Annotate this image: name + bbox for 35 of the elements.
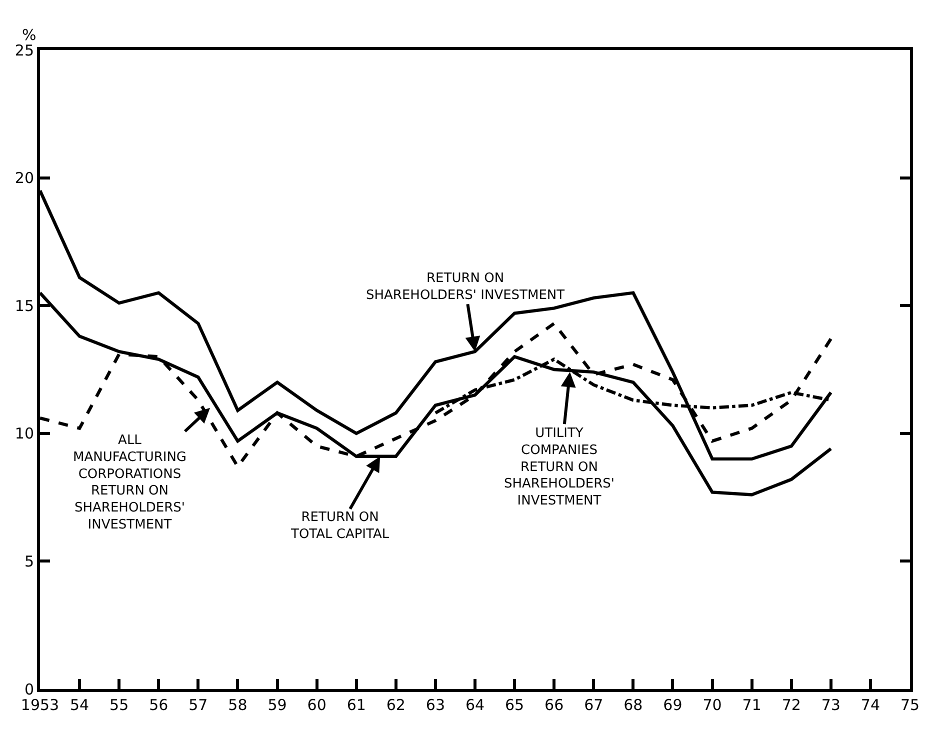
x-tick-label: 60 <box>307 696 326 714</box>
y-axis-title: % <box>22 26 36 44</box>
x-tick-label: 72 <box>782 696 801 714</box>
x-tick-label: 59 <box>268 696 287 714</box>
x-tick-label: 68 <box>624 696 643 714</box>
x-tick-label: 64 <box>465 696 485 714</box>
x-tick-label: 71 <box>742 696 762 714</box>
annotation: ALL MANUFACTURING CORPORATIONS RETURN ON SHAREHOLDERS' INVESTMENT <box>73 433 186 532</box>
x-tick-label: 55 <box>110 696 129 714</box>
annotation: UTILITY COMPANIES RETURN ON SHAREHOLDERS' INVESTMENT <box>504 426 614 509</box>
x-tick-label: 56 <box>149 696 168 714</box>
x-tick-label: 1953 <box>20 696 60 714</box>
y-tick-label: 25 <box>14 41 34 60</box>
x-tick-label: 73 <box>821 696 840 714</box>
line-series <box>40 188 833 461</box>
x-tick-label: 62 <box>386 696 406 714</box>
x-tick-label: 58 <box>228 696 248 714</box>
annotation: RETURN ON SHAREHOLDERS' INVESTMENT <box>366 271 565 303</box>
y-tick-label: 10 <box>14 424 34 443</box>
x-tick-label: 74 <box>860 696 880 714</box>
x-tick-label: 67 <box>584 696 604 714</box>
y-tick-label: 0 <box>24 680 34 698</box>
x-tick-label: 69 <box>663 696 682 714</box>
x-tick-label: 61 <box>346 696 366 714</box>
y-tick-label: 20 <box>14 169 34 188</box>
y-tick-label: 15 <box>14 296 34 315</box>
y-tick-label: 5 <box>24 552 34 570</box>
x-tick-label: 66 <box>544 696 564 714</box>
x-tick-label: 54 <box>70 696 90 714</box>
annotation: RETURN ON TOTAL CAPITAL <box>290 510 390 542</box>
x-tick-label: 63 <box>426 696 445 714</box>
x-tick-label: 65 <box>505 696 524 714</box>
x-tick-label: 70 <box>702 696 722 714</box>
x-tick-label: 75 <box>900 696 920 714</box>
x-tick-label: 57 <box>188 696 208 714</box>
